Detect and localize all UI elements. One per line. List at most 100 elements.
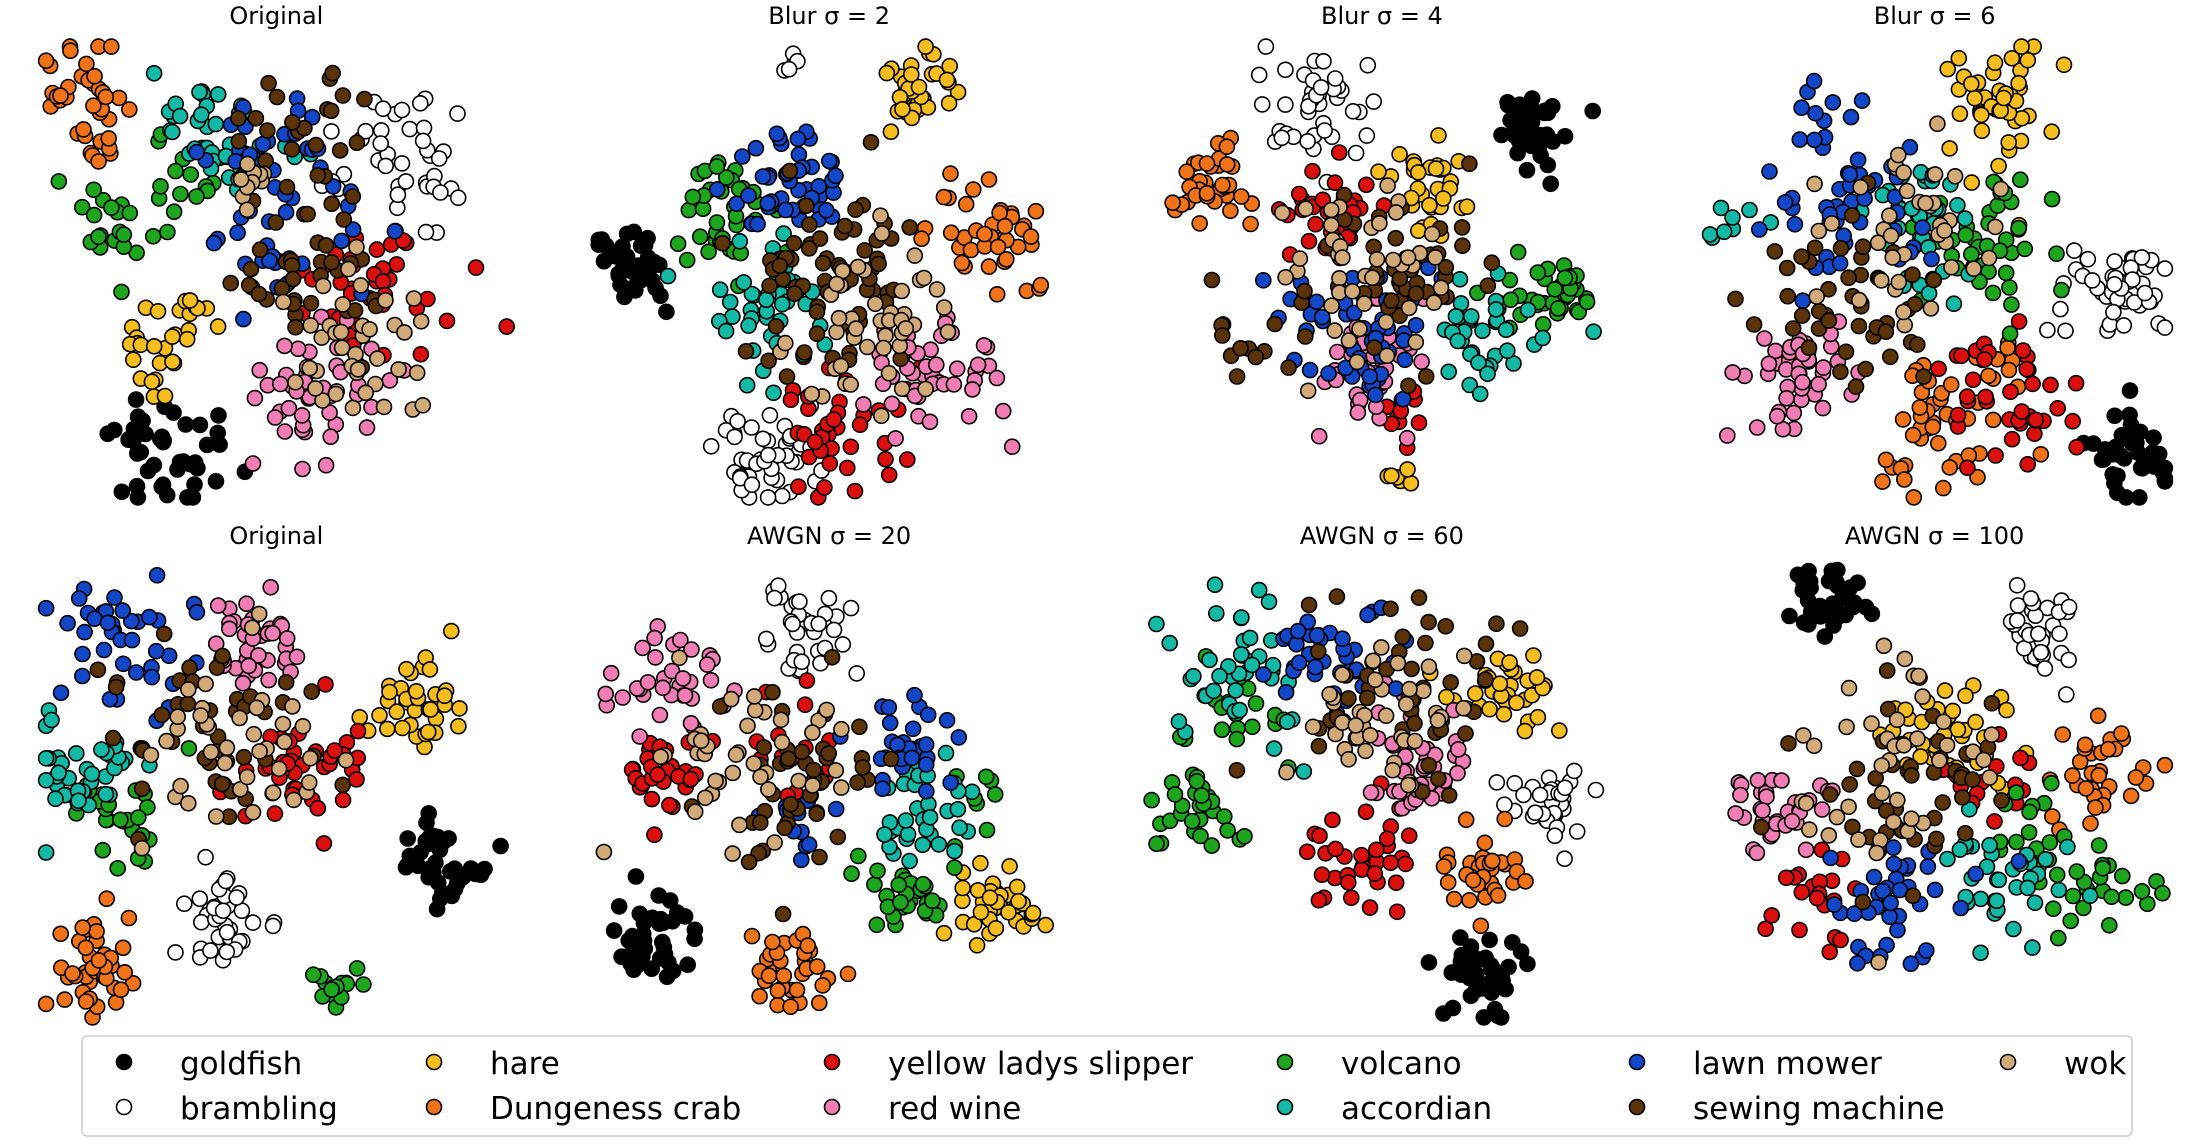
scatter-point xyxy=(1260,593,1278,611)
scatter-point xyxy=(731,816,748,834)
scatter-point xyxy=(1479,365,1496,383)
scatter-point xyxy=(271,375,289,393)
scatter-panel: AWGN σ = 20 xyxy=(595,522,1054,1016)
scatter-point xyxy=(180,794,197,812)
scatter-point xyxy=(1489,1007,1506,1025)
scatter-point xyxy=(393,101,411,119)
scatter-point xyxy=(743,476,761,494)
scatter-point xyxy=(1568,823,1586,840)
scatter-point xyxy=(631,272,649,290)
panel-title: Blur σ = 4 xyxy=(1321,2,1443,30)
scatter-point xyxy=(1509,144,1526,162)
scatter-point xyxy=(1806,131,1823,149)
scatter-point xyxy=(1909,336,1926,353)
scatter-point xyxy=(976,225,993,243)
scatter-point xyxy=(1349,404,1367,421)
scatter-point xyxy=(1399,461,1416,478)
scatter-point xyxy=(1340,750,1357,768)
scatter-point xyxy=(829,828,847,846)
scatter-point xyxy=(2043,774,2060,792)
scatter-point xyxy=(139,798,156,816)
scatter-point xyxy=(776,819,794,837)
scatter-point xyxy=(708,181,726,198)
scatter-point xyxy=(1450,741,1467,758)
scatter-point xyxy=(277,673,295,691)
scatter-point xyxy=(2003,296,2020,313)
scatter-point xyxy=(430,150,448,167)
scatter-point xyxy=(1432,279,1450,297)
scatter-point xyxy=(1198,185,1216,202)
scatter-point xyxy=(1546,280,1563,298)
scatter-point xyxy=(109,859,126,877)
scatter-point xyxy=(1529,264,1547,281)
scatter-point xyxy=(1290,185,1308,203)
scatter-point xyxy=(1832,931,1849,949)
scatter-point xyxy=(873,225,891,242)
scatter-point xyxy=(2114,867,2131,885)
scatter-point xyxy=(1420,756,1438,774)
scatter-point xyxy=(209,318,227,335)
scatter-point xyxy=(278,630,296,647)
scatter-point xyxy=(760,967,778,985)
scatter-point xyxy=(1370,163,1387,180)
scatter-point xyxy=(1427,249,1444,266)
scatter-point xyxy=(1344,282,1361,300)
scatter-point xyxy=(698,656,716,673)
scatter-point xyxy=(1511,620,1529,637)
scatter-point xyxy=(1917,194,1934,212)
scatter-point xyxy=(714,234,731,252)
scatter-point xyxy=(1331,269,1348,287)
scatter-point xyxy=(1837,343,1855,361)
scatter-point xyxy=(823,648,841,666)
scatter-point xyxy=(906,686,923,704)
scatter-point xyxy=(1841,776,1858,793)
scatter-point xyxy=(245,725,263,743)
scatter-point xyxy=(1320,365,1337,382)
scatter-point xyxy=(1972,944,1989,962)
scatter-point xyxy=(315,835,333,852)
scatter-point xyxy=(887,430,904,447)
scatter-point xyxy=(43,711,60,729)
scatter-point xyxy=(1415,682,1432,700)
scatter-point xyxy=(1397,855,1414,873)
scatter-point xyxy=(289,340,307,358)
scatter-point xyxy=(408,364,426,382)
scatter-point xyxy=(2019,455,2036,473)
scatter-point xyxy=(141,608,158,626)
scatter-point xyxy=(59,614,76,632)
scatter-point xyxy=(1228,730,1246,748)
scatter-point xyxy=(946,859,963,876)
scatter-point xyxy=(2156,260,2174,277)
scatter-point xyxy=(1777,869,1795,887)
scatter-point xyxy=(799,937,817,955)
scatter-point xyxy=(1291,250,1309,267)
scatter-point xyxy=(2082,815,2099,832)
scatter-point xyxy=(250,285,268,303)
scatter-point xyxy=(778,368,796,385)
scatter-point xyxy=(2057,322,2074,340)
scatter-point xyxy=(846,482,864,500)
scatter-point xyxy=(1304,162,1321,180)
scatter-point xyxy=(1407,316,1425,334)
scatter-point xyxy=(686,930,703,948)
scatter-point xyxy=(935,924,953,942)
scatter-point xyxy=(1565,762,1583,780)
scatter-point xyxy=(454,867,472,885)
scatter-panel: AWGN σ = 60 xyxy=(1143,522,1605,1026)
scatter-point xyxy=(393,155,411,172)
scatter-point xyxy=(1453,219,1471,236)
scatter-point xyxy=(1445,890,1463,908)
scatter-point xyxy=(164,353,181,371)
scatter-point xyxy=(424,827,442,845)
scatter-point xyxy=(411,95,429,112)
scatter-point xyxy=(260,74,277,92)
scatter-point xyxy=(228,889,245,906)
scatter-point xyxy=(152,178,169,195)
scatter-point xyxy=(1854,893,1872,911)
scatter-point xyxy=(2045,900,2062,918)
scatter-point xyxy=(1340,874,1357,891)
scatter-point xyxy=(1400,776,1417,794)
scatter-point xyxy=(234,674,252,692)
scatter-point xyxy=(52,87,69,104)
scatter-point xyxy=(2008,576,2026,594)
